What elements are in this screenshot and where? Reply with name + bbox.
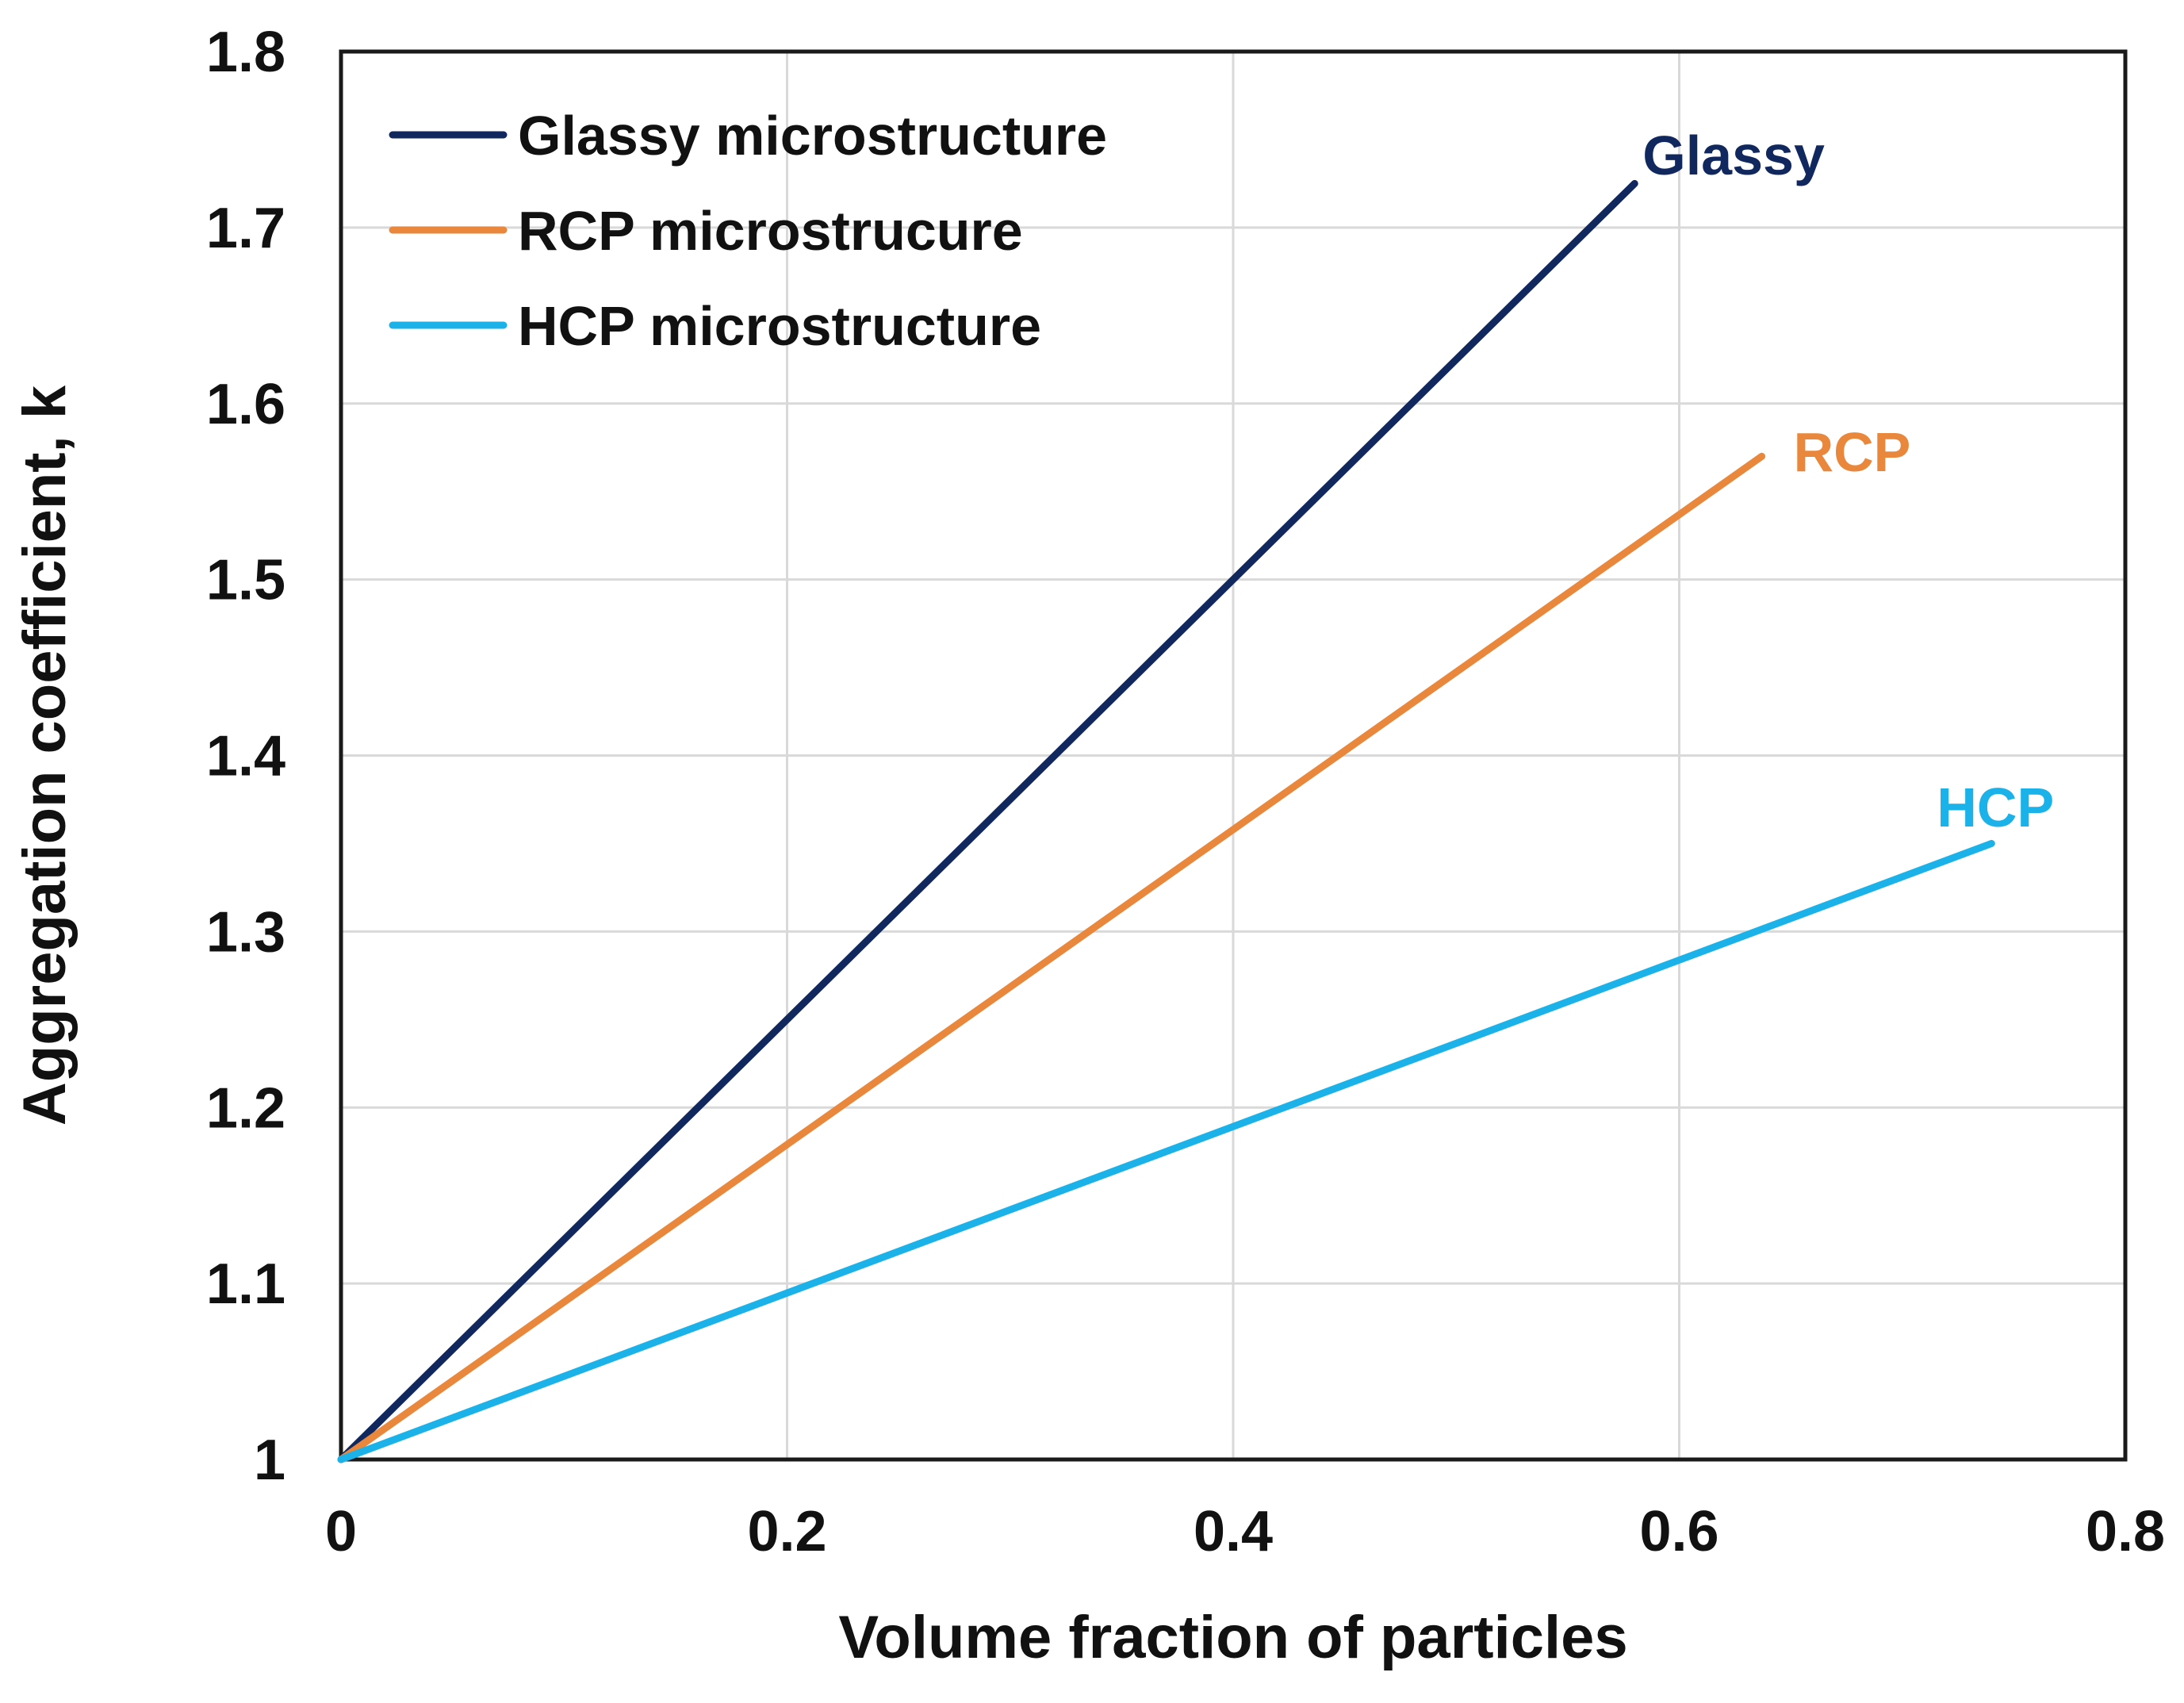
x-tick-label: 0.8	[2086, 1500, 2165, 1563]
legend-entry-label: RCP microstrucure	[518, 200, 1023, 262]
y-tick-label: 1.2	[206, 1076, 285, 1140]
series-end-label: Glassy	[1642, 125, 1825, 186]
grid-lines	[339, 50, 2127, 1461]
legend-entry-label: HCP microstructure	[518, 295, 1041, 357]
series-line-rcp	[337, 452, 1766, 1463]
x-axis-ticks: 0 0.2 0.4 0.6 0.8	[325, 1500, 2165, 1563]
legend-entry-label: Glassy microstructure	[518, 105, 1107, 167]
y-tick-label: 1.7	[206, 197, 285, 260]
x-tick-label: 0.6	[1639, 1500, 1718, 1563]
legend: Glassy microstructure RCP microstrucure HC…	[389, 105, 1107, 357]
series-lines	[337, 179, 1995, 1463]
plot-area-frame	[339, 49, 2128, 1462]
y-tick-label: 1	[254, 1429, 285, 1492]
y-tick-label: 1.8	[206, 21, 285, 84]
series-end-label: RCP	[1794, 421, 1911, 483]
x-tick-label: 0.4	[1194, 1500, 1273, 1563]
series-line-glassy	[337, 179, 1638, 1463]
y-axis-label: Aggregation coefficient, k	[11, 385, 79, 1126]
series-line-hcp	[337, 839, 1995, 1463]
y-tick-label: 1.3	[206, 900, 285, 964]
y-axis-ticks: 1 1.1 1.2 1.3 1.4 1.5 1.6 1.7 1.8	[206, 21, 285, 1492]
y-tick-label: 1.5	[206, 549, 285, 612]
series-end-label: HCP	[1937, 777, 2054, 838]
x-tick-label: 0	[325, 1500, 357, 1563]
series-end-labels: Glassy RCP HCP	[1642, 125, 2054, 838]
x-axis-label: Volume fraction of particles	[838, 1604, 1627, 1671]
y-tick-label: 1.1	[206, 1252, 285, 1316]
y-tick-label: 1.6	[206, 373, 285, 436]
y-tick-label: 1.4	[206, 725, 285, 788]
x-tick-label: 0.2	[747, 1500, 826, 1563]
